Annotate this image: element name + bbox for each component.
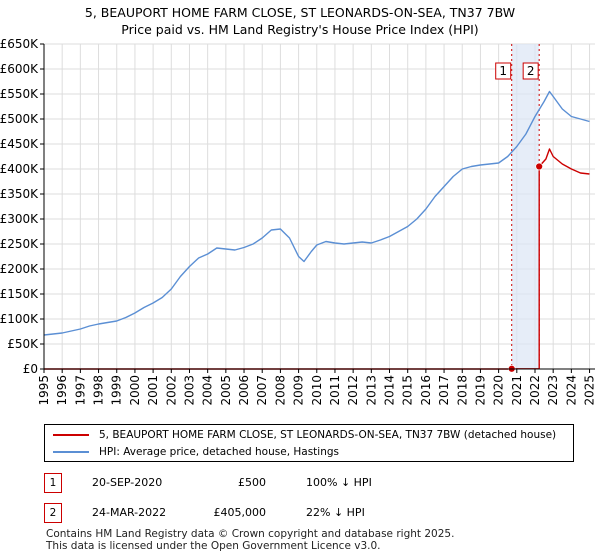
sale-badge-2: 2 [44, 503, 62, 523]
y-tick-label-2: £100K [0, 312, 39, 326]
x-tick-label-18: 2013 [364, 375, 378, 406]
highlight-span [511, 44, 540, 369]
y-tick-label-10: £500K [0, 112, 39, 126]
footer: Contains HM Land Registry data © Crown c… [46, 528, 454, 552]
sale-date-1: 20-SEP-2020 [92, 476, 163, 489]
x-tick-label-7: 2002 [164, 375, 178, 406]
x-tick-label-29: 2024 [564, 375, 578, 406]
sale-span-shade [511, 44, 540, 369]
chart-badge-2: 2 [527, 64, 535, 78]
y-tick-label-1: £50K [7, 337, 39, 351]
x-tick-label-14: 2009 [292, 375, 306, 406]
x-tick-label-25: 2020 [492, 375, 506, 406]
y-tick-label-11: £550K [0, 87, 39, 101]
x-tick-label-8: 2003 [182, 375, 196, 406]
x-tick-label-9: 2004 [201, 375, 215, 406]
legend-item-hpi: HPI: Average price, detached house, Hast… [53, 444, 339, 460]
x-tick-label-0: 1995 [37, 375, 51, 406]
x-tick-label-15: 2010 [310, 375, 324, 406]
sale-hpi-2: 22% ↓ HPI [306, 506, 365, 519]
y-tick-label-4: £200K [0, 262, 39, 276]
y-tick-label-0: £0 [23, 362, 38, 376]
legend-swatch-hpi [53, 451, 89, 453]
title-line-1: 5, BEAUPORT HOME FARM CLOSE, ST LEONARDS… [84, 5, 516, 20]
legend-label-hpi: HPI: Average price, detached house, Hast… [99, 446, 339, 458]
y-tick-label-9: £450K [0, 137, 39, 151]
x-tick-label-11: 2006 [237, 375, 251, 406]
y-tick-label-6: £300K [0, 212, 39, 226]
x-tick-label-26: 2021 [510, 375, 524, 406]
footer-line-2: This data is licensed under the Open Gov… [46, 540, 381, 552]
legend-label-property: 5, BEAUPORT HOME FARM CLOSE, ST LEONARDS… [99, 429, 557, 441]
x-tick-label-10: 2005 [219, 375, 233, 406]
legend-item-property: 5, BEAUPORT HOME FARM CLOSE, ST LEONARDS… [53, 427, 556, 443]
x-tick-label-30: 2025 [583, 375, 597, 406]
plot-area [44, 44, 595, 369]
chart-badge-box-2 [522, 62, 539, 80]
y-tick-label-12: £600K [0, 62, 39, 76]
x-tick-label-6: 2001 [146, 375, 160, 406]
x-tick-label-28: 2023 [546, 375, 560, 406]
x-tick-label-17: 2012 [346, 375, 360, 406]
x-tick-label-23: 2018 [455, 375, 469, 406]
sale-hpi-1: 100% ↓ HPI [306, 476, 372, 489]
x-tick-label-2: 1997 [73, 375, 87, 406]
footer-line-1: Contains HM Land Registry data © Crown c… [46, 528, 455, 540]
x-tick-label-19: 2014 [383, 375, 397, 406]
chart-title: 5, BEAUPORT HOME FARM CLOSE, ST LEONARDS… [0, 4, 600, 38]
x-tick-label-24: 2019 [473, 375, 487, 406]
x-tick-label-4: 1999 [110, 375, 124, 406]
y-tick-label-13: £650K [0, 37, 39, 51]
x-tick-label-1: 1996 [55, 375, 69, 406]
hpi-line [43, 90, 590, 336]
x-tick-label-20: 2015 [401, 375, 415, 406]
legend: 5, BEAUPORT HOME FARM CLOSE, ST LEONARDS… [44, 424, 574, 462]
sale-price-2: £405,000 [213, 506, 267, 519]
chart-badge-box-1 [495, 62, 512, 80]
x-tick-label-13: 2008 [273, 375, 287, 406]
x-tick-label-22: 2017 [437, 375, 451, 406]
sale-point-2 [535, 162, 544, 171]
y-tick-label-3: £150K [0, 287, 39, 301]
axes: £0 £50K £100K £150K £200K £250K £300K £350K £400… [0, 37, 597, 406]
x-tick-label-21: 2016 [419, 375, 433, 406]
x-tick-label-27: 2022 [528, 375, 542, 406]
y-tick-label-5: £250K [0, 237, 39, 251]
sale-date-2: 24-MAR-2022 [92, 506, 167, 519]
y-tick-label-7: £350K [0, 187, 39, 201]
x-tick-label-5: 2000 [128, 375, 142, 406]
title-line-2: Price paid vs. HM Land Registry's House … [121, 22, 479, 37]
sale-badge-1: 1 [44, 473, 62, 493]
chart-badge-1: 1 [499, 64, 507, 78]
x-tick-label-12: 2007 [255, 375, 269, 406]
y-tick-label-8: £400K [0, 162, 39, 176]
sale-price-1: £500 [238, 476, 266, 489]
grid [43, 43, 595, 370]
legend-swatch-property [53, 434, 89, 436]
x-tick-label-3: 1998 [92, 375, 106, 406]
x-tick-label-16: 2011 [328, 375, 342, 406]
